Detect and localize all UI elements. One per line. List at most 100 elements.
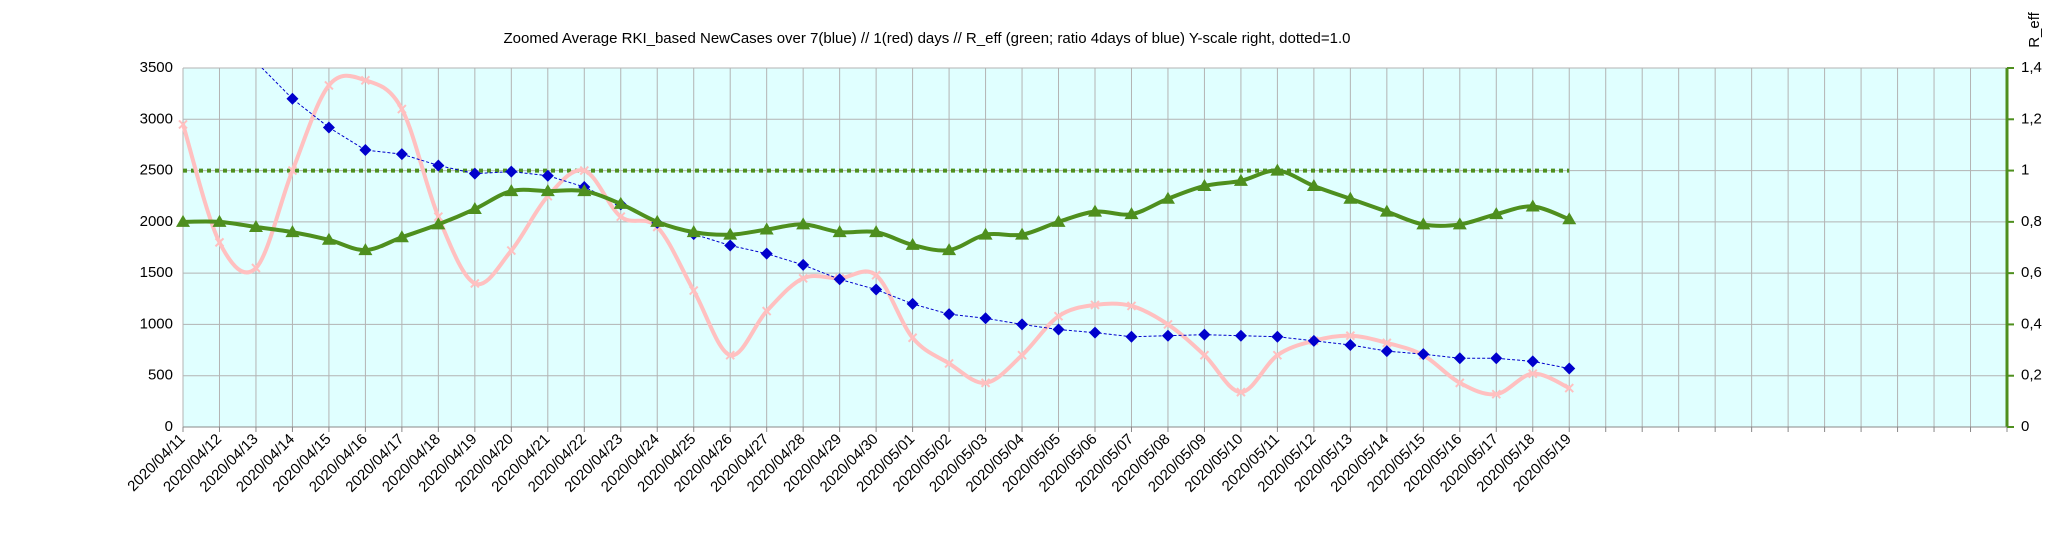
marker	[1489, 207, 1504, 220]
marker	[250, 56, 262, 68]
marker	[395, 148, 408, 161]
marker	[761, 306, 772, 316]
marker	[869, 225, 884, 238]
y-tick-label: 2500	[140, 162, 173, 179]
y-tick-label: 3000	[140, 110, 173, 127]
marker	[1452, 217, 1467, 230]
marker	[467, 202, 482, 215]
marker	[1236, 387, 1246, 397]
marker	[686, 225, 701, 238]
marker	[833, 273, 846, 286]
marker	[178, 119, 188, 130]
marker	[1307, 334, 1320, 347]
marker	[397, 104, 407, 114]
marker	[1379, 204, 1394, 217]
marker	[650, 214, 665, 227]
marker	[723, 227, 738, 240]
marker	[1197, 178, 1212, 191]
y2-tick-label: 0,6	[2021, 264, 2042, 281]
marker	[759, 222, 774, 235]
marker	[1124, 207, 1139, 220]
marker	[176, 214, 190, 227]
marker	[1161, 329, 1174, 342]
marker	[1088, 204, 1102, 217]
marker	[724, 239, 737, 252]
marker	[577, 184, 592, 197]
marker	[1564, 383, 1574, 393]
marker	[1563, 362, 1576, 375]
y2-tick-label: 1,2	[2021, 110, 2042, 127]
marker	[906, 297, 919, 310]
y2-tick-label: 0	[2021, 418, 2029, 435]
marker	[431, 217, 446, 230]
marker	[212, 214, 227, 227]
marker	[1455, 378, 1465, 388]
marker	[1233, 173, 1248, 186]
marker	[286, 92, 299, 105]
marker	[1345, 331, 1356, 341]
marker	[1051, 214, 1066, 227]
marker	[1306, 178, 1321, 191]
marker	[1453, 352, 1466, 365]
marker	[360, 75, 371, 86]
marker	[1343, 191, 1358, 204]
marker	[1417, 348, 1430, 361]
series-line	[181, 73, 1571, 397]
marker	[394, 230, 409, 243]
marker	[978, 227, 993, 240]
marker	[1163, 319, 1173, 330]
marker	[1380, 345, 1393, 358]
marker	[689, 285, 699, 296]
marker	[1271, 330, 1284, 343]
y2-tick-label: 0,4	[2021, 315, 2042, 332]
marker	[324, 80, 334, 91]
marker	[1344, 338, 1357, 351]
y-tick-label: 1500	[140, 264, 173, 281]
marker	[907, 333, 918, 343]
marker	[1416, 217, 1431, 230]
marker	[504, 184, 519, 197]
marker	[505, 165, 518, 178]
marker	[797, 258, 810, 271]
marker	[214, 237, 225, 248]
marker	[1125, 330, 1138, 343]
marker	[1090, 300, 1100, 310]
marker	[432, 159, 445, 172]
marker	[1198, 328, 1211, 341]
marker	[1528, 368, 1538, 379]
marker	[359, 144, 372, 157]
marker	[1017, 350, 1027, 360]
y-tick-label: 0	[165, 418, 173, 435]
marker	[1089, 326, 1101, 339]
marker	[579, 165, 589, 176]
plot-area	[176, 21, 1577, 399]
marker	[358, 243, 373, 256]
marker	[1525, 199, 1540, 212]
marker	[433, 212, 444, 222]
marker	[1052, 323, 1065, 336]
marker	[725, 350, 735, 360]
marker	[285, 225, 300, 238]
marker	[321, 232, 336, 245]
marker	[942, 243, 957, 256]
marker	[248, 219, 263, 232]
marker	[980, 378, 991, 388]
marker	[870, 283, 883, 296]
marker	[1270, 163, 1285, 176]
marker	[1490, 352, 1503, 365]
marker	[760, 247, 773, 260]
marker	[506, 245, 517, 256]
marker	[213, 21, 225, 33]
marker	[468, 167, 481, 180]
marker	[943, 308, 956, 321]
marker	[1562, 212, 1577, 225]
marker	[798, 273, 808, 283]
y-tick-label: 3500	[140, 59, 173, 76]
marker	[1015, 227, 1030, 240]
marker	[540, 184, 555, 197]
marker	[613, 196, 628, 209]
y2-axis-label: R_eff	[2026, 11, 2043, 47]
marker	[1016, 318, 1029, 331]
marker	[1272, 350, 1283, 360]
